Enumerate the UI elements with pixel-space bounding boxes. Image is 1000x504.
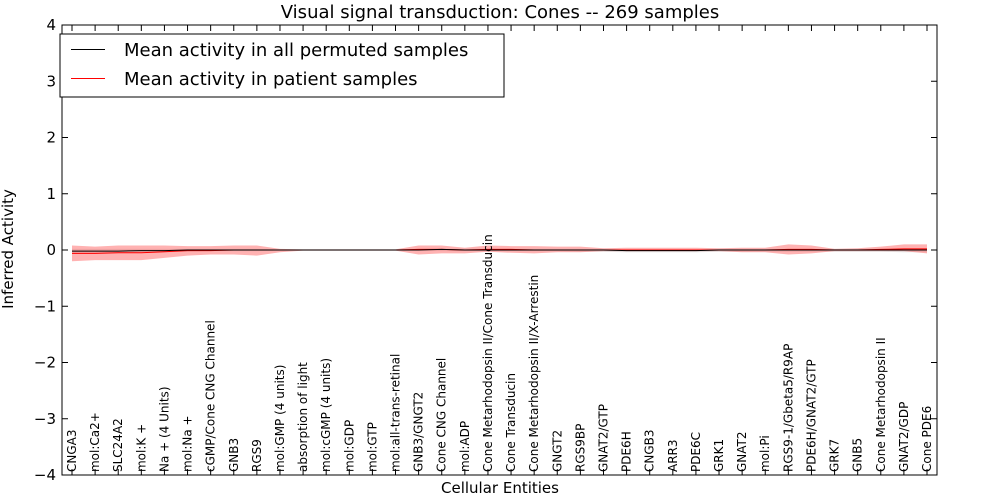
y-tick-label: −2 bbox=[34, 354, 56, 372]
x-tick-label: mol:GMP (4 units) bbox=[273, 365, 287, 472]
x-tick-label: absorption of light bbox=[296, 362, 310, 472]
x-tick-label: SLC24A2 bbox=[111, 418, 125, 472]
x-tick-label: Cone Metarhodopsin II/X-Arrestin bbox=[527, 275, 541, 472]
y-axis-label: Inferred Activity bbox=[0, 189, 17, 309]
x-tick-label: PDE6C bbox=[689, 432, 703, 472]
y-tick-label: −1 bbox=[34, 297, 56, 315]
x-tick-label: mol:Na + bbox=[181, 415, 195, 472]
y-tick-label: −4 bbox=[34, 466, 56, 484]
x-tick-label: mol:K + bbox=[134, 424, 148, 472]
x-tick-label: GNAT2/GTP bbox=[596, 404, 610, 472]
x-tick-label: GNB5 bbox=[851, 438, 865, 472]
legend-label-permuted: Mean activity in all permuted samples bbox=[124, 40, 468, 61]
x-tick-label: Cone PDE6 bbox=[920, 406, 934, 472]
x-tick-label: Cone Transducin bbox=[504, 373, 518, 472]
y-tick-label: −3 bbox=[34, 410, 56, 428]
legend-label-patient: Mean activity in patient samples bbox=[124, 69, 418, 90]
x-tick-label: GNB3 bbox=[227, 438, 241, 472]
x-tick-label: CNGA3 bbox=[65, 430, 79, 473]
x-tick-label: mol:Pi bbox=[758, 435, 772, 472]
x-tick-label: RGS9 bbox=[250, 439, 264, 472]
x-tick-label: Cone Metarhodopsin II/Cone Transducin bbox=[481, 234, 495, 472]
legend-box bbox=[59, 33, 505, 98]
x-tick-label: GNB3/GNGT2 bbox=[412, 392, 426, 472]
x-tick-label: mol:cGMP (4 units) bbox=[319, 358, 333, 472]
x-tick-label: GRK1 bbox=[712, 439, 726, 472]
y-tick-label: 2 bbox=[46, 129, 56, 147]
x-tick-label: PDE6H/GNAT2/GTP bbox=[804, 359, 818, 472]
band-series-1 bbox=[72, 244, 927, 262]
x-tick-label: CNGB3 bbox=[643, 429, 657, 472]
y-tick-label: 0 bbox=[46, 241, 56, 259]
y-tick-label: 4 bbox=[46, 16, 56, 34]
x-tick-label: GNAT2/GDP bbox=[897, 402, 911, 472]
x-tick-label: mol:GDP bbox=[342, 420, 356, 472]
line-series-0 bbox=[72, 248, 927, 252]
x-tick-label: GRK7 bbox=[828, 439, 842, 472]
x-tick-label: GNAT2 bbox=[735, 431, 749, 472]
plot-frame bbox=[61, 24, 938, 476]
x-tick-label: mol:Ca2+ bbox=[88, 412, 102, 472]
x-tick-label: RGS9-1/Gbeta5/R9AP bbox=[781, 344, 795, 472]
x-axis-label: Cellular Entities bbox=[441, 479, 559, 497]
y-axis-ticks: −4 −3 −2 −1 0 1 2 3 4 bbox=[34, 16, 937, 484]
x-axis-ticks: CNGA3 mol:Ca2+ SLC24A2 mol:K + Na + (4 Units… bbox=[65, 25, 934, 475]
x-tick-label: cGMP/Cone CNG Channel bbox=[204, 320, 218, 472]
x-tick-label: RGS9BP bbox=[573, 424, 587, 472]
x-tick-label: mol:GTP bbox=[365, 422, 379, 472]
y-tick-label: 3 bbox=[46, 72, 56, 90]
x-tick-label: GNGT2 bbox=[550, 430, 564, 472]
y-tick-label: 1 bbox=[46, 185, 56, 203]
confidence-bands bbox=[72, 244, 927, 262]
x-tick-label: Na + (4 Units) bbox=[157, 386, 171, 472]
chart-title: Visual signal transduction: Cones -- 269… bbox=[281, 2, 719, 23]
x-tick-label: Cone Metarhodopsin II bbox=[874, 337, 888, 472]
x-tick-label: Cone CNG Channel bbox=[435, 358, 449, 472]
x-tick-label: ARR3 bbox=[666, 439, 680, 472]
x-tick-label: mol:all-trans-retinal bbox=[389, 354, 403, 472]
legend: Mean activity in all permuted samples Me… bbox=[59, 33, 505, 98]
x-tick-label: mol:ADP bbox=[458, 421, 472, 472]
series-lines bbox=[72, 248, 927, 254]
x-tick-label: PDE6H bbox=[620, 431, 634, 472]
